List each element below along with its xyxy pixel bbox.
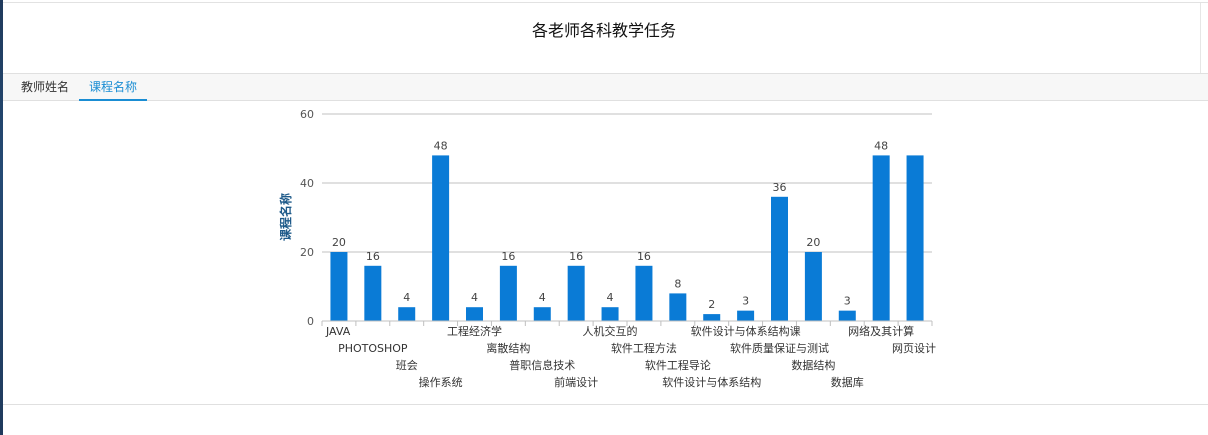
x-tick-label: 软件设计与体系结构 <box>662 375 761 389</box>
tab-bar: 教师姓名 课程名称 <box>3 73 1208 101</box>
tab-teacher-name-label: 教师姓名 <box>20 80 69 94</box>
chart-bars <box>330 155 924 321</box>
top-divider <box>3 2 1208 3</box>
bar <box>466 307 483 321</box>
x-tick-label: 人机交互的 <box>583 324 638 338</box>
x-tick-label: 软件设计与体系结构课 <box>691 324 801 338</box>
bar <box>398 307 416 321</box>
y-tick-label: 0 <box>307 315 314 328</box>
x-tick-label: 前端设计 <box>554 375 598 389</box>
x-tick-label: 数据库 <box>831 375 864 389</box>
bar <box>499 265 517 321</box>
y-tick-label: 60 <box>300 108 314 121</box>
y-tick-label: 20 <box>300 246 314 259</box>
x-tick-label: 软件工程方法 <box>611 341 677 355</box>
x-tick-label: 工程经济学 <box>447 324 502 338</box>
page-title: 各老师各科教学任务 <box>531 21 676 40</box>
right-divider <box>1200 3 1201 73</box>
bar <box>872 155 890 321</box>
x-tick-label: JAVA <box>325 325 351 338</box>
bar-data-label: 4 <box>607 291 614 304</box>
chart-gridlines <box>322 113 932 322</box>
bar <box>669 293 687 321</box>
chart-y-axis-label: 课程名称 <box>278 193 293 241</box>
tab-teacher-name[interactable]: 教师姓名 <box>13 74 77 100</box>
bar <box>737 310 755 321</box>
x-tick-label: 软件工程导论 <box>645 358 711 372</box>
tab-active-indicator <box>79 99 147 101</box>
bar <box>635 265 653 321</box>
bar <box>601 307 619 321</box>
bar-data-label: 4 <box>403 291 410 304</box>
bar-data-label: 4 <box>471 291 478 304</box>
bar-data-label: 20 <box>332 236 346 249</box>
bar-data-label: 16 <box>569 250 583 263</box>
x-tick-label: 数据结构 <box>791 358 835 372</box>
bar-data-label: 16 <box>366 250 380 263</box>
bar-data-label: 16 <box>501 250 515 263</box>
bar <box>771 196 788 321</box>
bar <box>804 252 822 321</box>
x-tick-label: 网页设计 <box>892 342 936 355</box>
bar <box>533 307 551 321</box>
x-tick-label: 操作系统 <box>419 375 463 389</box>
bar <box>330 252 348 321</box>
left-edge-strip <box>0 0 3 435</box>
bar-data-label: 16 <box>637 250 651 263</box>
bar-data-label: 36 <box>773 181 787 194</box>
bar <box>838 310 856 321</box>
bar <box>364 265 382 321</box>
x-tick-label: 网络及其计算 <box>848 324 914 338</box>
x-tick-label: 普职信息技术 <box>509 358 575 372</box>
bar-data-label: 48 <box>434 139 448 152</box>
bottom-divider <box>3 404 1208 405</box>
tab-course-name[interactable]: 课程名称 <box>79 74 147 101</box>
x-tick-label: 软件质量保证与测试 <box>730 341 829 355</box>
bar <box>906 155 924 321</box>
chart-y-ticks: 0 20 40 60 <box>300 108 314 328</box>
bar-data-label: 20 <box>806 236 820 249</box>
bar-data-label: 48 <box>874 139 888 152</box>
bar-data-label: 4 <box>539 291 546 304</box>
chart-x-tick-marks <box>321 320 933 326</box>
x-tick-label: PHOTOSHOP <box>338 342 408 355</box>
chart-data-labels: 20 16 4 48 4 16 4 16 4 16 8 2 3 36 20 3 48 <box>332 139 888 311</box>
bar-data-label: 3 <box>844 295 851 308</box>
tab-course-name-label: 课程名称 <box>88 80 137 94</box>
x-tick-label: 离散结构 <box>486 341 530 355</box>
x-tick-label: 班会 <box>396 359 418 372</box>
bar-data-label: 2 <box>708 298 715 311</box>
bar-data-label: 8 <box>674 277 681 290</box>
bar <box>567 265 585 321</box>
y-tick-label: 40 <box>300 177 314 190</box>
bar-data-label: 3 <box>742 295 749 308</box>
bar <box>432 155 450 321</box>
bar <box>703 314 721 321</box>
